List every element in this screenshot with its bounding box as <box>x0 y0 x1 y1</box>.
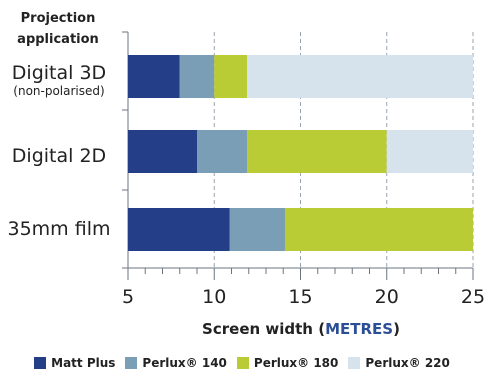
legend-label: Perlux® 140 <box>142 356 227 370</box>
category-sublabel: (non-polarised) <box>13 84 105 98</box>
x-axis-title-text: Screen width <box>202 320 313 338</box>
bar-segment <box>247 55 473 98</box>
bar-segment <box>214 55 248 98</box>
legend-item-matt-plus: Matt Plus <box>34 356 115 370</box>
legend-label: Perlux® 220 <box>365 356 450 370</box>
legend-item-perlux-180: Perlux® 180 <box>236 356 339 370</box>
legend-label: Matt Plus <box>51 356 116 370</box>
legend-item-perlux-220: Perlux® 220 <box>348 356 450 370</box>
bar-segment <box>179 55 215 98</box>
legend-item-perlux-140: Perlux® 140 <box>125 356 227 370</box>
x-axis-title: Screen width (METRES) <box>202 320 400 338</box>
bar-segment <box>128 55 180 98</box>
category-label-digital-3d: Digital 3D (non-polarised) <box>2 62 116 98</box>
legend-swatch <box>125 357 138 369</box>
legend-swatch <box>348 357 361 369</box>
legend-label: Perlux® 180 <box>253 356 339 370</box>
bar-segment <box>386 130 473 173</box>
bar-segment <box>284 208 473 251</box>
x-tick-label: 5 <box>121 286 135 308</box>
category-label-35mm-film: 35mm film <box>2 218 116 240</box>
bar-segment <box>247 130 387 173</box>
y-axis-title: Projection application <box>6 8 110 50</box>
bar-segment <box>128 208 230 251</box>
category-name: Digital 2D <box>11 145 107 167</box>
bar-segment <box>128 130 197 173</box>
category-name: 35mm film <box>7 218 111 240</box>
x-tick-label: 20 <box>374 286 399 308</box>
x-axis-unit: METRES <box>325 320 394 338</box>
y-axis-title-line-2: application <box>17 32 99 47</box>
legend: Matt Plus Perlux® 140 Perlux® 180 Perlux… <box>0 356 484 370</box>
x-tick-label: 25 <box>460 286 484 308</box>
x-tick-label: 15 <box>288 286 313 308</box>
y-axis-title-line-1: Projection <box>20 11 96 26</box>
x-tick-label: 10 <box>202 286 227 308</box>
legend-swatch <box>236 357 249 369</box>
bar-segment <box>229 208 285 251</box>
category-name: Digital 3D <box>11 62 107 84</box>
legend-swatch <box>34 357 47 369</box>
category-label-digital-2d: Digital 2D <box>2 145 116 167</box>
bar-segment <box>197 130 248 173</box>
